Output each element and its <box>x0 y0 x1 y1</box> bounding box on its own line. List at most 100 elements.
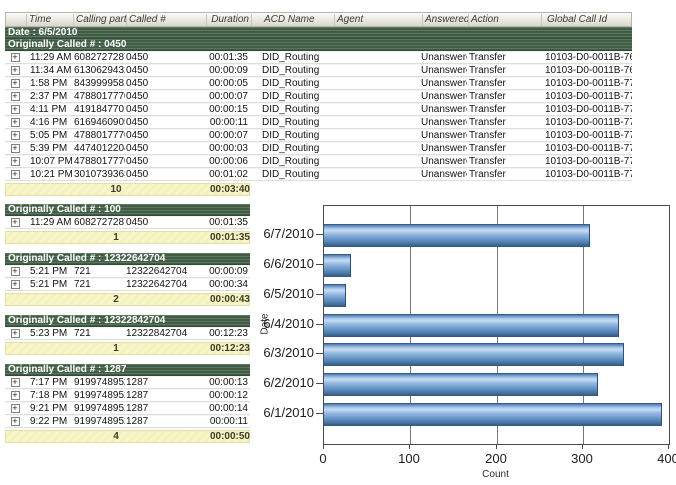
call-record-row[interactable]: +10:07 PM 4788017770 0450 00:00:06 DID_Routi… <box>5 155 632 168</box>
chart-bar[interactable] <box>324 254 351 277</box>
call-record-row[interactable]: +7:17 PM 9199748952 1287 00:00:13 <box>5 376 250 389</box>
cell-duration: 00:00:14 <box>209 403 248 414</box>
call-record-row[interactable]: +5:39 PM 4474012204 0450 00:00:03 DID_Routin… <box>5 142 632 155</box>
group-summary-row: 2 00:00:43 <box>5 293 250 306</box>
cell-called: 12322642704 <box>126 266 188 277</box>
expand-row-button plus-icon[interactable]: + <box>10 267 20 276</box>
expand-row-button plus-icon[interactable]: + <box>10 218 20 227</box>
group-summary-row: 10 00:03:40 <box>5 183 250 196</box>
column-header-global-call-id[interactable]: Global Call Id <box>541 13 633 26</box>
expand-row-button plus-icon[interactable]: + <box>10 391 20 400</box>
chart-bar[interactable] <box>324 224 590 247</box>
chart-bar[interactable] <box>324 284 347 307</box>
expand-row-button plus-icon[interactable]: + <box>10 280 20 289</box>
cell-action: Transfer <box>469 169 506 180</box>
cell-action: Transfer <box>469 130 506 141</box>
y-axis-tickmark <box>316 383 323 384</box>
summary-total-duration: 00:03:40 <box>209 184 250 195</box>
call-record-row[interactable]: +11:34 AM 6130629432 0450 00:00:09 DID_Routi… <box>5 64 632 77</box>
expand-row-button plus-icon[interactable]: + <box>10 417 20 426</box>
cell-acd-name: DID_Routing <box>262 52 320 63</box>
expand-row-button plus-icon[interactable]: + <box>10 105 20 114</box>
column-header-answered[interactable]: Answered <box>422 13 468 26</box>
cell-time: 11:29 AM <box>30 52 72 63</box>
cell-global-call-id: 10103-D0-0011B-772 <box>545 104 632 115</box>
expand-row-button plus-icon[interactable]: + <box>10 79 20 88</box>
expand-row-button plus-icon[interactable]: + <box>10 131 20 140</box>
chart-bar[interactable] <box>324 403 663 426</box>
expand-cell: + <box>5 378 25 387</box>
cell-global-call-id: 10103-D0-0011B-773 <box>545 117 632 128</box>
call-record-row[interactable]: +9:21 PM 9199748952 1287 00:00:14 <box>5 402 250 415</box>
cell-duration: 00:00:15 <box>209 104 248 115</box>
y-axis-label: 6/4/2010 <box>263 316 314 331</box>
expand-row-button plus-icon[interactable]: + <box>10 329 20 338</box>
call-record-row[interactable]: +11:29 AM 6082727287 0450 00:01:35 <box>5 216 250 229</box>
expand-row-button plus-icon[interactable]: + <box>10 378 20 387</box>
call-record-row[interactable]: +2:37 PM 4788017770 0450 00:00:07 DID_Routin… <box>5 90 632 103</box>
expand-cell: + <box>5 131 25 140</box>
cell-duration: 00:01:02 <box>209 169 248 180</box>
cell-time: 11:34 AM <box>30 65 72 76</box>
cell-called: 0450 <box>126 91 149 102</box>
cell-time: 5:23 PM <box>30 328 68 339</box>
column-header-called[interactable]: Called # <box>126 13 206 26</box>
column-header-agent[interactable]: Agent <box>334 13 422 26</box>
call-record-row[interactable]: +5:05 PM 4788017770 0450 00:00:07 DID_Routin… <box>5 129 632 142</box>
chart-bar[interactable] <box>324 373 599 396</box>
cell-calling-party: 721 <box>74 279 91 290</box>
y-axis-tickmark <box>316 353 323 354</box>
group-summary-row: 4 00:00:50 <box>5 430 250 443</box>
expand-cell: + <box>5 280 25 289</box>
call-record-row[interactable]: +11:29 AM 6082727287 0450 00:01:35 DID_Routi… <box>5 51 632 64</box>
call-record-row[interactable]: +9:22 PM 9199748952 1287 00:00:11 <box>5 415 250 428</box>
column-header-time[interactable]: Time <box>26 13 73 26</box>
cell-duration: 00:00:34 <box>209 279 248 290</box>
call-record-row[interactable]: +4:11 PM 4191847701 0450 00:00:15 DID_Routin… <box>5 103 632 116</box>
chart-bar[interactable] <box>324 314 619 337</box>
expand-row-button plus-icon[interactable]: + <box>10 157 20 166</box>
group-summary-row: 1 00:01:35 <box>5 231 250 244</box>
y-axis-tickmark <box>316 264 323 265</box>
expand-row-button plus-icon[interactable]: + <box>10 170 20 179</box>
cell-action: Transfer <box>469 65 506 76</box>
expand-row-button plus-icon[interactable]: + <box>10 404 20 413</box>
cell-answered: Unanswered <box>421 104 467 115</box>
column-header-acd-name[interactable]: ACD Name <box>251 13 334 26</box>
call-record-row[interactable]: +5:23 PM 721 12322842704 00:12:23 <box>5 327 250 340</box>
cell-called: 1287 <box>126 390 149 401</box>
call-record-row[interactable]: +7:18 PM 9199748952 1287 00:00:12 <box>5 389 250 402</box>
cell-calling-party: 3010739363 <box>74 169 125 180</box>
expand-row-button plus-icon[interactable]: + <box>10 92 20 101</box>
column-header-duration[interactable]: Duration <box>206 13 251 26</box>
call-record-row[interactable]: +5:21 PM 721 12322642704 00:00:34 <box>5 278 250 291</box>
expand-row-button plus-icon[interactable]: + <box>10 66 20 75</box>
call-record-row[interactable]: +4:16 PM 6169460905 0450 00:00:11 DID_Routin… <box>5 116 632 129</box>
cell-answered: Unanswered <box>421 52 467 63</box>
cell-called: 0450 <box>126 117 149 128</box>
y-axis-tickmark <box>316 413 323 414</box>
x-axis-tickmark <box>323 444 324 449</box>
cell-time: 7:17 PM <box>30 377 68 388</box>
call-record-row[interactable]: +10:21 PM 3010739363 0450 00:01:02 DID_Routi… <box>5 168 632 181</box>
column-header-expand <box>6 14 26 26</box>
expand-cell: + <box>5 105 25 114</box>
expand-row-button plus-icon[interactable]: + <box>10 144 20 153</box>
expand-row-button plus-icon[interactable]: + <box>10 53 20 62</box>
expand-cell: + <box>5 267 25 276</box>
column-header-action[interactable]: Action <box>468 13 541 26</box>
column-header-calling-party[interactable]: Calling party # <box>73 13 126 26</box>
x-axis-tickmark <box>582 444 583 449</box>
expand-row-button plus-icon[interactable]: + <box>10 118 20 127</box>
cell-duration: 00:00:09 <box>209 65 248 76</box>
chart-bar[interactable] <box>324 343 625 366</box>
cell-acd-name: DID_Routing <box>262 65 320 76</box>
y-axis-label: 6/2/2010 <box>263 375 314 390</box>
call-record-row[interactable]: +5:21 PM 721 12322642704 00:00:09 <box>5 265 250 278</box>
cell-duration: 00:00:07 <box>209 130 248 141</box>
cell-answered: Unanswered <box>421 65 467 76</box>
expand-cell: + <box>5 157 25 166</box>
cell-time: 9:21 PM <box>30 403 68 414</box>
cell-time: 10:21 PM <box>30 169 72 180</box>
call-record-row[interactable]: +1:58 PM 8439999581 0450 00:00:05 DID_Routin… <box>5 77 632 90</box>
